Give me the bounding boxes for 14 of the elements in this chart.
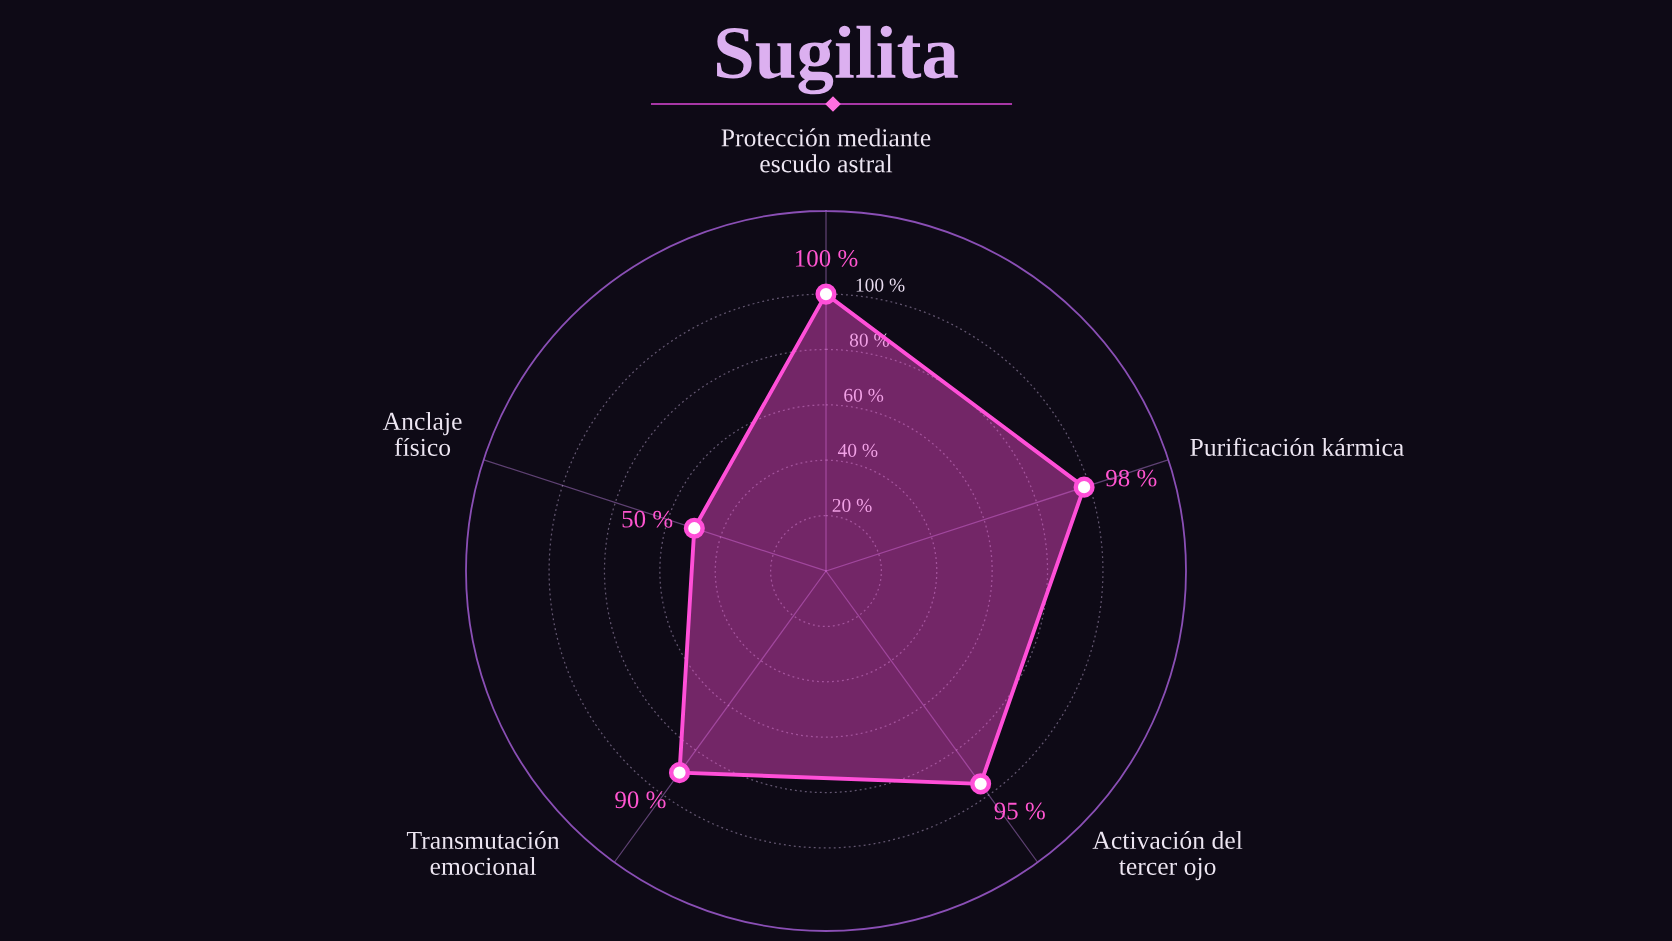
spoke-label: Purificación kármica — [1190, 437, 1404, 456]
spoke-label: Anclaje físico — [382, 411, 462, 456]
spoke-label: Activación del tercer ojo — [1092, 830, 1243, 881]
spoke-label: Protección mediante escudo astral — [721, 128, 931, 173]
data-label: 90 % — [615, 791, 666, 809]
y-tick-label: 40 % — [837, 443, 878, 457]
y-tick-label: 20 % — [832, 498, 872, 513]
data-label: 98 % — [1106, 469, 1157, 487]
chart-title: Sugilita — [717, 25, 958, 95]
spoke-label: Transmutación emocional — [406, 830, 560, 876]
data-label: 100 % — [795, 249, 858, 267]
y-tick-label: 60 % — [844, 388, 884, 402]
data-label: 50 % — [622, 510, 673, 528]
data-label: 95 % — [994, 802, 1045, 820]
